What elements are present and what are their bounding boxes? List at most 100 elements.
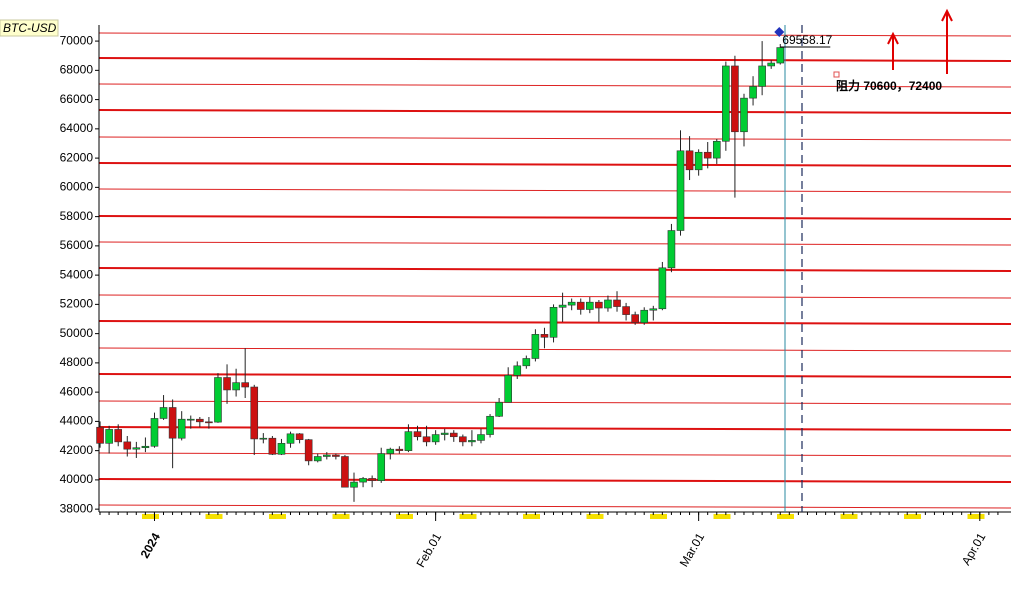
candle-body	[685, 150, 694, 171]
candle-body	[767, 62, 775, 67]
candle-body	[540, 334, 549, 338]
weekend-marker	[269, 514, 286, 519]
y-tick-label: 68000	[60, 63, 94, 77]
drawn-line	[98, 215, 1011, 220]
y-tick-label: 66000	[60, 92, 94, 106]
drawn-line	[98, 452, 1011, 457]
candle-body	[223, 377, 231, 391]
candle-body	[586, 301, 594, 310]
candle-body	[740, 97, 748, 133]
drawn-line	[98, 162, 1011, 167]
candle-body	[323, 454, 331, 457]
candle-body	[377, 453, 386, 481]
candle-body	[268, 437, 277, 455]
y-tick-label: 50000	[60, 326, 94, 340]
drawn-line	[98, 57, 1011, 62]
candle-body	[449, 432, 458, 438]
weekend-marker	[650, 514, 667, 519]
candle-body	[595, 301, 603, 309]
weekend-marker	[523, 514, 540, 519]
candle-body	[304, 439, 313, 462]
candle-body	[341, 456, 349, 488]
candle-body	[676, 150, 685, 231]
candle-body	[749, 86, 757, 99]
candle-body	[114, 429, 123, 443]
candle-body	[667, 230, 676, 269]
drawn-line	[98, 294, 1011, 299]
candle-body	[758, 65, 766, 87]
candle-body	[422, 436, 431, 443]
weekend-marker	[777, 514, 794, 519]
candle-body	[459, 436, 467, 443]
candle-body	[286, 433, 295, 444]
candle-body	[613, 299, 621, 307]
weekend-marker	[967, 514, 985, 519]
candle-body	[431, 434, 440, 443]
candle-body	[214, 377, 222, 423]
candle-body	[477, 434, 485, 441]
y-tick-label: 38000	[60, 501, 94, 515]
y-tick-label: 52000	[60, 297, 94, 311]
candle-body	[567, 301, 576, 306]
y-tick-label: 48000	[60, 355, 94, 369]
candle-body	[177, 418, 186, 439]
y-tick-label: 42000	[60, 443, 94, 457]
weekend-marker	[586, 514, 604, 519]
candle-body	[440, 432, 449, 435]
candle-body	[259, 437, 268, 440]
drawn-line	[98, 504, 1011, 509]
drawn-line	[98, 136, 1011, 141]
candle-body	[168, 407, 177, 439]
x-tick-label: Mar.01	[677, 530, 708, 569]
candle-body	[150, 418, 159, 447]
drawn-line	[98, 109, 1011, 114]
candle-body	[495, 402, 503, 417]
candle-body	[359, 478, 367, 483]
candle-body	[277, 443, 286, 455]
candle-body	[576, 301, 585, 310]
y-tick-label: 62000	[60, 150, 94, 164]
candle-body	[332, 454, 340, 457]
y-tick-label: 60000	[60, 180, 94, 194]
candle-body	[232, 382, 240, 391]
candle-body	[722, 65, 730, 142]
x-tick-label: 2024	[138, 530, 164, 560]
candle-body	[186, 418, 195, 421]
candle-body	[241, 382, 249, 388]
candle-body	[386, 448, 395, 454]
candle-body	[105, 429, 113, 444]
x-tick-label: Feb.01	[413, 530, 444, 570]
y-tick-label: 54000	[60, 267, 94, 281]
drawn-line	[98, 400, 1011, 405]
candle-body	[123, 441, 132, 450]
candle-body	[404, 431, 413, 451]
symbol-box	[0, 19, 59, 37]
arrow	[887, 31, 899, 70]
candle-body	[368, 478, 376, 481]
candle-body	[549, 306, 558, 338]
y-tick-label: 40000	[60, 472, 94, 486]
drawn-line	[98, 347, 1011, 352]
candle-body	[132, 447, 141, 450]
candle-body	[604, 299, 612, 309]
weekend-marker	[205, 514, 223, 519]
weekend-marker	[396, 514, 413, 519]
weekend-marker	[713, 514, 731, 519]
drawn-line	[98, 478, 1011, 483]
drawn-line	[98, 426, 1011, 431]
candle-body	[731, 65, 739, 133]
candle-body	[196, 418, 204, 423]
candle-body	[694, 151, 703, 171]
candle-body	[558, 304, 567, 308]
candle-body	[522, 358, 531, 367]
candle-body	[96, 426, 104, 444]
y-tick-label: 46000	[60, 384, 94, 398]
candle-body	[468, 440, 476, 443]
drawn-line	[98, 267, 1011, 272]
symbol-label: BTC-USD	[3, 21, 57, 35]
candle-body	[141, 445, 150, 449]
candle-body	[531, 334, 540, 359]
candle-body	[295, 433, 304, 440]
x-tick-label: Apr.01	[959, 530, 989, 567]
